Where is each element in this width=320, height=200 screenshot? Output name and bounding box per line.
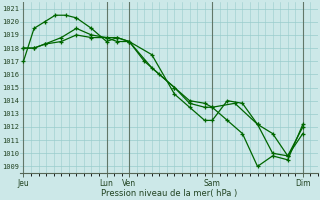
X-axis label: Pression niveau de la mer( hPa ): Pression niveau de la mer( hPa ) <box>101 189 237 198</box>
